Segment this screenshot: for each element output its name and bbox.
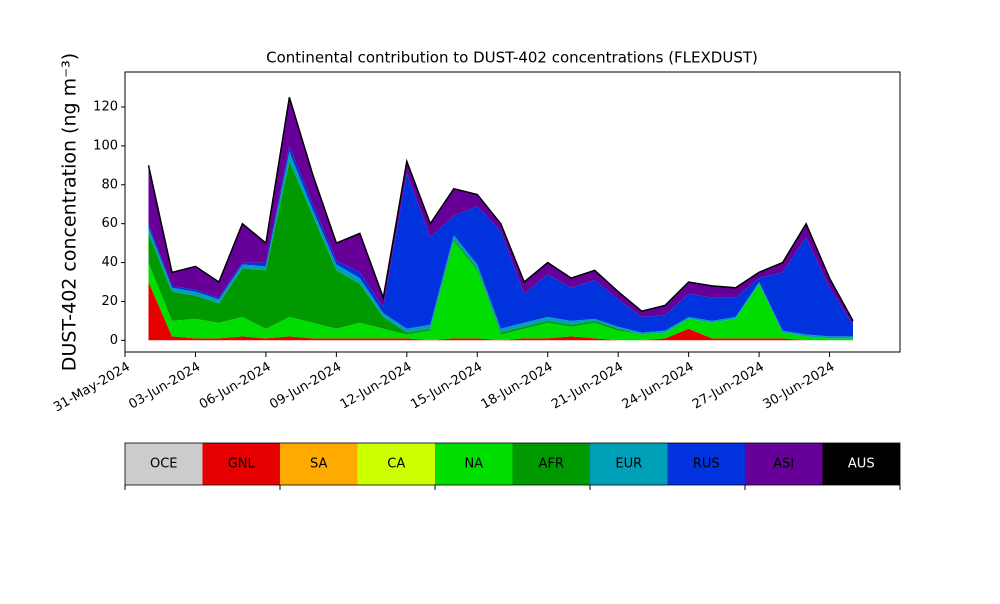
legend-swatch [512, 443, 590, 485]
legend-label: AFR [539, 457, 564, 472]
legend-swatch [667, 443, 745, 485]
legend-label: RUS [693, 457, 720, 472]
area [148, 145, 853, 337]
y-tick-label: 40 [101, 255, 118, 270]
y-axis-label: DUST-402 concentration (ng m⁻³) [59, 53, 81, 371]
y-tick-label: 0 [110, 333, 118, 348]
legend-label: GNL [228, 457, 256, 472]
legend-swatch [125, 443, 203, 485]
y-tick-label: 60 [101, 216, 118, 231]
y-tick-label: 20 [101, 294, 118, 309]
legend-swatch [745, 443, 823, 485]
legend-label: ASI [773, 457, 794, 472]
legend-label: EUR [615, 457, 642, 472]
legend-label: SA [310, 457, 327, 472]
legend-label: OCE [150, 457, 178, 472]
area [147, 97, 854, 322]
legend-swatch [280, 443, 358, 485]
legend-swatch [822, 443, 900, 485]
legend-swatch [357, 443, 435, 485]
legend-label: CA [387, 457, 405, 472]
area [148, 161, 853, 339]
legend-swatch [590, 443, 668, 485]
plot-frame [124, 71, 901, 353]
y-tick-label: 100 [93, 138, 118, 153]
legend-label: AUS [848, 457, 875, 472]
chart-title: Continental contribution to DUST-402 con… [266, 49, 758, 67]
legend-ticks [124, 485, 901, 490]
legend-swatch [202, 443, 280, 485]
y-tick-label: 80 [101, 177, 118, 192]
area [148, 241, 853, 341]
legend-frame [124, 442, 901, 486]
y-tick-label: 120 [93, 100, 118, 115]
legend-label: NA [464, 457, 483, 472]
legend-swatch [435, 443, 513, 485]
